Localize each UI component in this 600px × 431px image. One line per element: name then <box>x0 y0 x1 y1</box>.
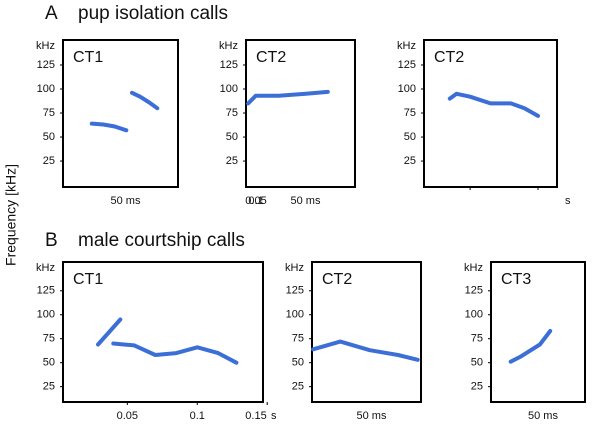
y-tick-label: 50 <box>471 357 483 369</box>
y-unit-label: kHz <box>219 40 238 52</box>
call-contour <box>508 329 553 364</box>
y-unit-label: kHz <box>464 262 483 274</box>
panel-title: CT2 <box>434 49 464 66</box>
panel-frame <box>311 261 422 403</box>
panel-title: CT2 <box>322 271 352 288</box>
y-tick-label: 25 <box>226 155 238 167</box>
call-contour <box>311 339 420 362</box>
panel-frame <box>490 261 586 403</box>
y-tick-label: 75 <box>292 333 304 345</box>
y-tick-label: 100 <box>286 309 304 321</box>
y-tick-label: 50 <box>43 131 55 143</box>
section-label: B <box>45 230 58 251</box>
y-tick-label: 125 <box>286 285 304 297</box>
panel-frame <box>62 261 264 403</box>
call-contour <box>246 89 330 106</box>
call-contour <box>447 91 540 118</box>
x-scale-label: 50 ms <box>291 195 321 207</box>
y-axis-label: Frequency [kHz] <box>3 164 19 266</box>
y-tick-label: 75 <box>404 107 416 119</box>
y-tick-label: 75 <box>43 107 55 119</box>
y-tick-label: 100 <box>37 83 55 95</box>
y-unit-label: kHz <box>397 40 416 52</box>
x-tick-label: 0.1 <box>190 410 205 422</box>
x-tick-label: 0.05 <box>117 410 138 422</box>
y-tick-label: 25 <box>292 381 304 393</box>
x-unit-label: s <box>271 410 277 422</box>
x-tick-label: 0.05 <box>245 195 266 207</box>
x-unit-label: s <box>565 195 571 207</box>
y-tick-label: 50 <box>292 357 304 369</box>
y-tick-label: 100 <box>37 309 55 321</box>
section-title: male courtship calls <box>78 230 245 251</box>
y-tick-label: 125 <box>37 59 55 71</box>
y-tick-label: 125 <box>398 59 416 71</box>
y-tick-label: 50 <box>43 357 55 369</box>
y-tick-label: 125 <box>465 285 483 297</box>
y-tick-label: 125 <box>37 285 55 297</box>
y-tick-label: 25 <box>471 381 483 393</box>
x-scale-label: 50 ms <box>528 410 558 422</box>
y-unit-label: kHz <box>36 262 55 274</box>
y-tick-label: 75 <box>226 107 238 119</box>
call-contour <box>89 90 160 133</box>
x-tick-label: 0.1 <box>248 195 263 207</box>
x-scale-label: 50 ms <box>111 195 141 207</box>
y-tick-label: 25 <box>43 381 55 393</box>
section-title: pup isolation calls <box>78 3 228 24</box>
y-unit-label: kHz <box>36 40 55 52</box>
y-tick-label: 25 <box>43 155 55 167</box>
panel-title: CT3 <box>501 271 531 288</box>
y-tick-label: 25 <box>404 155 416 167</box>
panel-title: CT1 <box>73 271 103 288</box>
y-unit-label: kHz <box>285 262 304 274</box>
y-tick-label: 50 <box>226 131 238 143</box>
y-tick-label: 75 <box>471 333 483 345</box>
panel-title: CT2 <box>256 49 286 66</box>
y-tick-label: 100 <box>220 83 238 95</box>
y-tick-label: 100 <box>465 309 483 321</box>
y-tick-label: 75 <box>43 333 55 345</box>
y-tick-label: 50 <box>404 131 416 143</box>
y-tick-label: 100 <box>398 83 416 95</box>
x-scale-label: 50 ms <box>357 410 387 422</box>
y-tick-label: 125 <box>220 59 238 71</box>
x-tick-label: 0.15 <box>245 410 266 422</box>
section-label: A <box>45 3 58 24</box>
call-contour <box>96 317 239 365</box>
panel-title: CT1 <box>73 49 103 66</box>
